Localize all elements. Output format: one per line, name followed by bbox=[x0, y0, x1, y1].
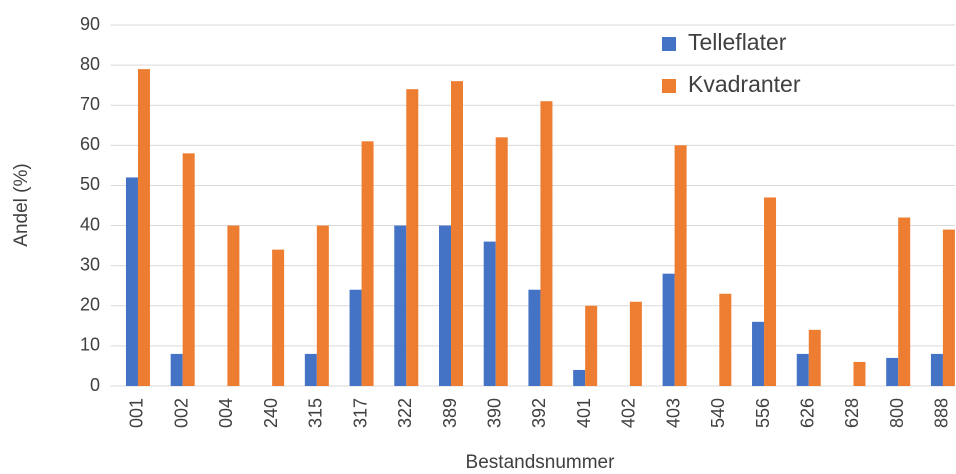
bar bbox=[125, 177, 138, 386]
bar bbox=[853, 361, 866, 386]
bar bbox=[304, 353, 317, 386]
bar bbox=[272, 249, 285, 386]
bar bbox=[540, 101, 553, 386]
bar bbox=[752, 321, 765, 386]
x-tick-label: 002 bbox=[171, 398, 191, 428]
x-tick-label: 004 bbox=[216, 398, 236, 428]
legend-swatch bbox=[662, 37, 676, 51]
x-tick-label: 626 bbox=[798, 398, 818, 428]
y-tick-label: 20 bbox=[80, 295, 100, 315]
x-tick-label: 240 bbox=[261, 398, 281, 428]
bar bbox=[483, 241, 496, 386]
bar bbox=[227, 225, 240, 386]
x-tick-label: 392 bbox=[529, 398, 549, 428]
bar bbox=[629, 301, 642, 386]
x-tick-label: 390 bbox=[484, 398, 504, 428]
y-tick-label: 70 bbox=[80, 94, 100, 114]
y-tick-label: 10 bbox=[80, 335, 100, 355]
y-tick-label: 50 bbox=[80, 174, 100, 194]
x-tick-label: 403 bbox=[663, 398, 683, 428]
x-tick-label: 001 bbox=[127, 398, 147, 428]
bar bbox=[528, 289, 541, 386]
x-tick-label: 556 bbox=[753, 398, 773, 428]
bar bbox=[930, 353, 943, 386]
x-tick-label: 401 bbox=[574, 398, 594, 428]
bar bbox=[349, 289, 362, 386]
bar bbox=[674, 145, 687, 386]
y-axis-title: Andel (%) bbox=[11, 163, 32, 246]
bar bbox=[573, 369, 586, 386]
y-tick-label: 40 bbox=[80, 214, 100, 234]
bar bbox=[719, 293, 732, 386]
bar bbox=[942, 229, 955, 386]
y-tick-label: 60 bbox=[80, 134, 100, 154]
x-tick-label: 322 bbox=[395, 398, 415, 428]
x-axis-title: Bestandsnummer bbox=[466, 452, 616, 473]
bar bbox=[361, 141, 374, 386]
y-tick-label: 80 bbox=[80, 54, 100, 74]
bar bbox=[170, 353, 183, 386]
x-tick-label: 402 bbox=[619, 398, 639, 428]
bar bbox=[898, 217, 911, 386]
bar bbox=[764, 197, 777, 386]
x-tick-label: 800 bbox=[887, 398, 907, 428]
bar bbox=[886, 357, 899, 386]
bar bbox=[451, 81, 463, 387]
y-tick-label: 30 bbox=[80, 254, 100, 274]
x-tick-label: 888 bbox=[932, 398, 952, 428]
x-tick-label: 389 bbox=[440, 398, 460, 428]
bar bbox=[662, 273, 675, 386]
bar bbox=[808, 329, 821, 386]
bar bbox=[137, 69, 150, 386]
y-tick-label: 90 bbox=[80, 14, 100, 34]
y-tick-label: 0 bbox=[90, 375, 100, 395]
bar bbox=[406, 89, 419, 386]
x-tick-label: 315 bbox=[306, 398, 326, 428]
bar bbox=[796, 353, 809, 386]
bar bbox=[585, 305, 598, 386]
bar bbox=[439, 225, 451, 386]
x-tick-label: 628 bbox=[842, 398, 862, 428]
bar bbox=[182, 153, 195, 386]
legend-label: Kvadranter bbox=[688, 71, 801, 97]
x-tick-label: 540 bbox=[708, 398, 728, 428]
legend-swatch bbox=[662, 79, 676, 93]
bar bbox=[316, 225, 329, 386]
bar bbox=[394, 225, 407, 386]
x-tick-label: 317 bbox=[350, 398, 370, 428]
legend-label: Telleflater bbox=[688, 29, 787, 55]
bar bbox=[495, 137, 508, 386]
